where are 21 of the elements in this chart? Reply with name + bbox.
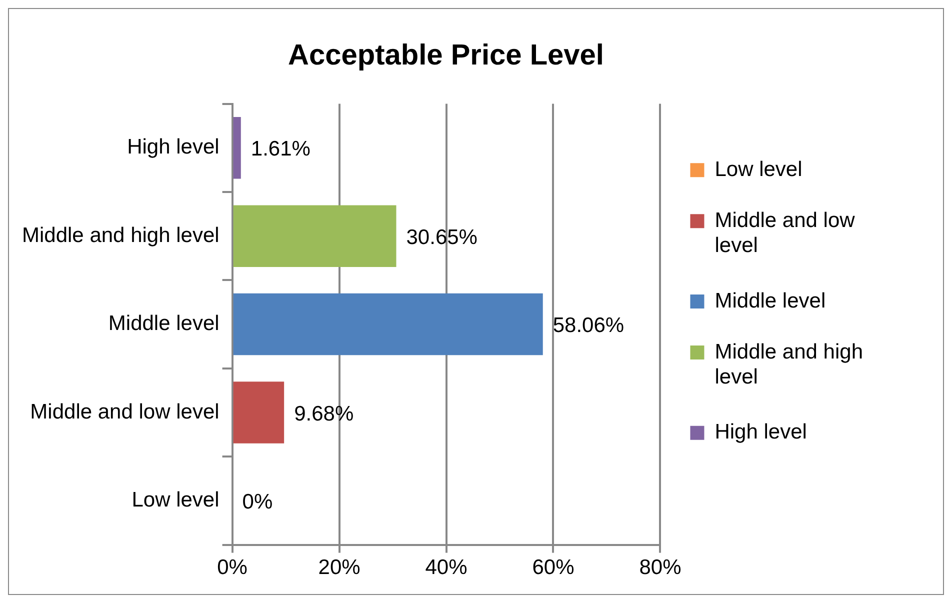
data-label: 9.68% (294, 402, 354, 426)
data-label: 58.06% (552, 314, 624, 338)
x-tick-label: 20% (318, 556, 360, 580)
legend-label: Middle and low level (714, 208, 856, 258)
data-label: 1.61% (250, 138, 310, 161)
y-tick-label: Middle and low level (30, 400, 220, 424)
x-tick-label: 80% (639, 556, 682, 580)
x-tick-label: 40% (425, 556, 468, 580)
x-tick-label: 60% (532, 556, 574, 580)
legend-label: Low level (714, 158, 802, 181)
chart-title: Acceptable Price Level (288, 39, 604, 72)
legend-label: Middle level (714, 289, 826, 312)
legend-label: High level (714, 420, 807, 444)
y-tick-label: Low level (132, 488, 220, 512)
y-tick-label: Middle level (108, 312, 220, 336)
y-tick-label: High level (127, 136, 220, 159)
x-tick-label: 0% (217, 556, 248, 580)
legend-label: Middle and high level (714, 340, 864, 388)
data-label: 0% (242, 490, 273, 514)
data-label: 30.65% (406, 226, 478, 249)
y-tick-label: Middle and high level (22, 224, 220, 247)
